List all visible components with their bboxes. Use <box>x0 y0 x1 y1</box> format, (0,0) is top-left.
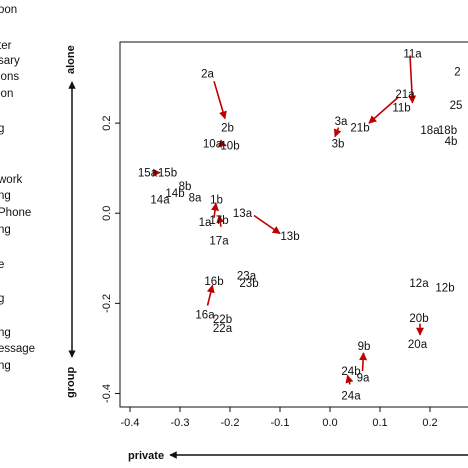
y-axis: -0.4 -0.2 0.0 0.2 <box>101 115 120 403</box>
trajectory-arrow <box>333 127 342 138</box>
point-label-1b: 1b <box>210 195 223 207</box>
trajectory-arrow <box>368 96 400 124</box>
x-tick-label: -0.4 <box>121 417 140 429</box>
trajectory-arrow <box>211 202 219 218</box>
legend-text-12: g <box>0 293 5 305</box>
point-label-4b: 4b <box>445 136 458 148</box>
arrows-layer <box>152 55 424 385</box>
point-label-13a: 13a <box>233 208 253 220</box>
trajectory-arrow <box>359 352 368 371</box>
point-label-9a: 9a <box>357 373 370 385</box>
legend-text-3: sary <box>0 55 20 67</box>
legend-text-8: ng <box>0 190 11 202</box>
legend-text-2: ter <box>0 40 12 52</box>
point-label-23a: 23a <box>237 270 257 282</box>
x-axis: -0.4 -0.3 -0.2 -0.1 0.0 0.1 0.2 <box>121 407 438 429</box>
legend-text-4: ions <box>0 71 20 83</box>
trajectory-arrow <box>213 80 227 120</box>
legend-text-6: g <box>0 123 5 135</box>
point-label-24b: 24b <box>341 366 360 378</box>
point-label-10b: 10b <box>220 141 239 153</box>
point-label-12a: 12a <box>409 278 429 290</box>
legend-text-13: ng <box>0 327 11 339</box>
point-label-14b: 14b <box>165 188 184 200</box>
point-label-15b: 15b <box>158 168 177 180</box>
trajectory-arrow <box>216 214 225 227</box>
point-label-21b: 21b <box>350 123 369 135</box>
point-label-14a: 14a <box>150 195 170 207</box>
y-tick-label: -0.2 <box>101 294 113 313</box>
point-label-3a: 3a <box>335 116 348 128</box>
point-label-11a: 11a <box>403 48 422 60</box>
point-label-18b: 18b <box>438 125 457 137</box>
point-label-21a: 21a <box>395 89 415 101</box>
x-tick-label: -0.2 <box>221 417 240 429</box>
trajectory-arrow <box>345 374 354 385</box>
x-tick-label: 0.0 <box>322 417 337 429</box>
point-label-1a: 1a <box>199 217 212 229</box>
legend-text-15: ng <box>0 360 11 372</box>
legend-text-7: work <box>0 174 23 186</box>
point-label-20a: 20a <box>408 339 428 351</box>
x-tick-label: 0.1 <box>372 417 387 429</box>
point-label-8a: 8a <box>189 192 202 204</box>
y-tick-label: 0.2 <box>101 115 113 130</box>
point-label-22a: 22a <box>213 323 233 335</box>
point-label-2: 2 <box>454 66 460 78</box>
point-label-2b: 2b <box>221 123 234 135</box>
x-tick-label: -0.3 <box>171 417 190 429</box>
point-label-24a: 24a <box>341 391 361 403</box>
point-label-22b: 22b <box>213 314 232 326</box>
point-label-10a: 10a <box>203 138 223 150</box>
point-label-15a: 15a <box>138 168 158 180</box>
dim-label-private: private <box>128 450 164 462</box>
legend-text-14: essage <box>0 343 36 355</box>
point-label-25: 25 <box>450 100 463 112</box>
legend-text-11: e <box>0 259 5 271</box>
x-tick-label: 0.2 <box>422 417 437 429</box>
legend-text-10: ng <box>0 224 11 236</box>
trajectory-arrow <box>206 284 215 306</box>
point-label-13b: 13b <box>280 231 299 243</box>
legend-text-5: ion <box>0 88 14 100</box>
point-label-11b: 11b <box>392 102 410 114</box>
point-label-17a: 17a <box>209 235 229 247</box>
point-label-23b: 23b <box>239 278 258 290</box>
point-label-9b: 9b <box>358 341 371 353</box>
trajectory-arrow <box>217 139 227 147</box>
dim-label-alone: alone <box>65 45 77 74</box>
dim-label-group: group <box>65 367 77 398</box>
point-label-8b: 8b <box>179 181 192 193</box>
y-tick-label: -0.4 <box>101 384 113 403</box>
point-label-12b: 12b <box>435 283 454 295</box>
point-label-16a: 16a <box>195 310 215 322</box>
point-label-17b: 17b <box>209 215 228 227</box>
point-label-20b: 20b <box>409 313 428 325</box>
trajectory-arrow <box>253 214 281 235</box>
legend-text-9: Phone <box>0 207 32 219</box>
point-label-18a: 18a <box>420 125 440 137</box>
point-label-16b: 16b <box>204 276 223 288</box>
point-label-3b: 3b <box>332 138 345 150</box>
x-tick-label: -0.1 <box>271 417 290 429</box>
point-label-2a: 2a <box>201 69 214 81</box>
y-tick-label: 0.0 <box>101 206 113 221</box>
trajectory-arrow <box>408 55 417 104</box>
legend-text-1: oon <box>0 4 18 16</box>
plot-frame <box>119 41 468 408</box>
